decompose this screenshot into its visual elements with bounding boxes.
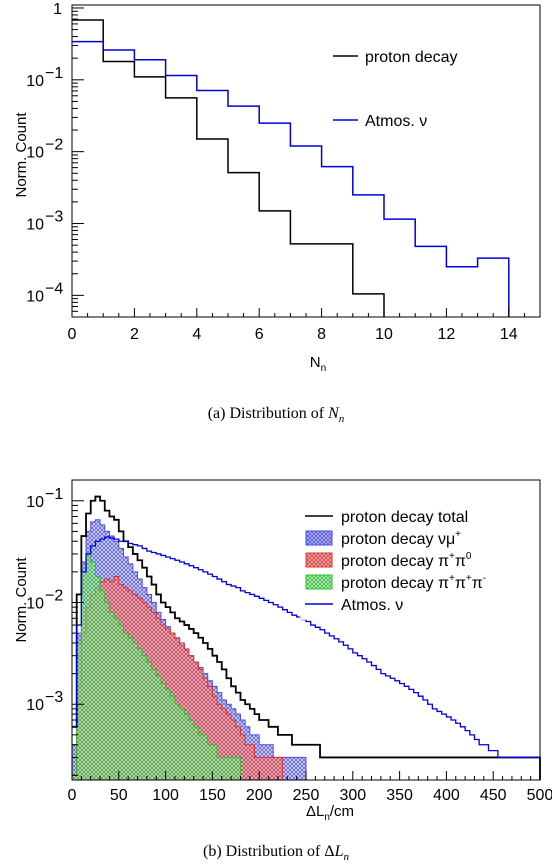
x-tick-label-a: 8 [317, 326, 326, 343]
y-tick-label-b: 10 [26, 697, 44, 714]
y-tick-exp-b: −2 [45, 588, 63, 605]
x-axis-title-b: ΔLn/cm [306, 803, 354, 823]
caption-b-var: L [334, 843, 344, 860]
x-tick-label-b: 350 [386, 787, 413, 804]
x-tick-label-b: 300 [339, 787, 366, 804]
y-axis-title-b: Norm. Count [13, 557, 30, 643]
legend-b-swatch-hatch [305, 530, 333, 546]
y-tick-exp-a: −1 [45, 65, 63, 82]
legend-b-sup3: - [483, 573, 486, 584]
x-tick-label-b: 500 [527, 787, 552, 804]
x-tick-label-b: 400 [433, 787, 460, 804]
chart-b: 0 50 100 150 200 250 300 350 400 450 50010−310−210… [13, 479, 552, 863]
legend-b-bg [300, 505, 520, 620]
legend-b-sup: + [455, 529, 461, 540]
legend-b-tail2: π [472, 575, 483, 592]
y-tick-exp-a: −2 [45, 137, 63, 154]
y-tick-label-a: 10 [26, 73, 44, 90]
y-tick-label-a: 10 [26, 288, 44, 305]
caption-a-var: N [327, 405, 340, 422]
legend-b-tail: π [455, 553, 466, 570]
x-tick-label-b: 150 [199, 787, 226, 804]
legend-b-sup2: 0 [466, 551, 472, 562]
x-tick-label-a: 0 [68, 326, 77, 343]
caption-a: (a) Distribution of Nn [208, 405, 345, 425]
y-tick-exp-a: −4 [45, 280, 63, 297]
x-tick-label-a: 10 [375, 326, 393, 343]
x-tick-label-a: 6 [255, 326, 264, 343]
y-tick-label-b: 10 [26, 596, 44, 613]
x-axis-title-sub-b: n [324, 812, 330, 823]
y-tick-label-a: 1 [53, 1, 62, 18]
legend-b-label: proton decay π+π0 [341, 551, 472, 570]
x-tick-label-b: 100 [152, 787, 179, 804]
x-tick-label-b: 450 [480, 787, 507, 804]
x-tick-label-b: 200 [246, 787, 273, 804]
series-a-0-line [72, 19, 385, 317]
x-tick-label-a: 14 [500, 326, 518, 343]
caption-a-sub: n [339, 413, 345, 425]
y-tick-label-a: 10 [26, 217, 44, 234]
series-a-1-line [72, 40, 510, 317]
legend-b-sup2: + [466, 573, 472, 584]
legend-b-label: proton decay π+π+π- [341, 573, 486, 592]
x-axis-title-sub-a: n [321, 363, 327, 374]
plot-frame-a [71, 4, 541, 318]
x-axis-title-a: Nn [310, 354, 326, 374]
y-tick-exp-b: −1 [45, 486, 63, 503]
x-tick-label-b: 250 [293, 787, 320, 804]
x-tick-label-a: 12 [438, 326, 456, 343]
legend-a-label: Atmos. ν [365, 113, 427, 130]
y-axis-title-a: Norm. Count [13, 112, 30, 198]
legend-b-label: proton decay νμ+ [341, 529, 461, 548]
y-tick-exp-b: −3 [45, 689, 63, 706]
y-tick-label-a: 10 [26, 145, 44, 162]
legend-a-label: proton decay [365, 49, 458, 66]
series-b-atmos-line [72, 536, 541, 780]
y-tick-exp-a: −3 [45, 209, 63, 226]
x-axis-title-unit-b: /cm [330, 803, 354, 820]
legend-b-tail: π [455, 575, 466, 592]
legend-b-swatch-hatch [305, 552, 333, 568]
legend-b-sup: + [449, 573, 455, 584]
series-b-total-line [72, 495, 541, 780]
y-tick-label-b: 10 [26, 494, 44, 511]
x-tick-label-a: 2 [130, 326, 139, 343]
legend-b-swatch-hatch [305, 574, 333, 590]
x-tick-label-a: 4 [192, 326, 201, 343]
legend-b-label: Atmos. ν [341, 597, 403, 614]
caption-b: (b) Distribution of ΔLn [203, 843, 350, 863]
legend-b-sup: + [449, 551, 455, 562]
series-b-pipipi-hatch [71, 553, 241, 781]
legend-b-label: proton decay total [341, 509, 468, 526]
x-tick-label-b: 0 [68, 787, 77, 804]
x-tick-label-b: 50 [110, 787, 128, 804]
caption-b-sub: n [344, 851, 350, 863]
